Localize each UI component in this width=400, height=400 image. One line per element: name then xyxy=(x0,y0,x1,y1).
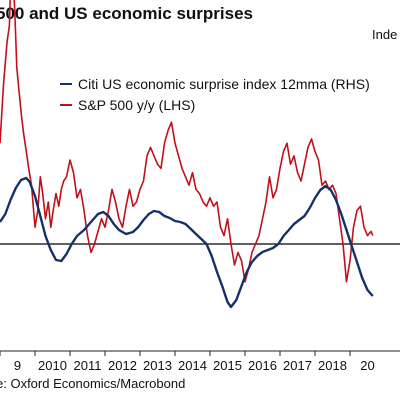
x-axis-ticks: 9 2010 2011 2012 2013 2014 2015 2016 2017 2018 20 xyxy=(0,351,375,373)
legend-item-citi: Citi US economic surprise index 12mma (R… xyxy=(60,73,370,94)
x-tick-label: 2014 xyxy=(178,358,207,373)
legend-label-sp500: S&P 500 y/y (LHS) xyxy=(78,96,196,113)
legend-swatch-citi xyxy=(60,82,72,85)
chart-title: 500 and US economic surprises xyxy=(0,4,253,23)
legend-label-citi: Citi US economic surprise index 12mma (R… xyxy=(78,75,370,92)
x-tick-label: 2012 xyxy=(108,358,137,373)
x-tick-label: 2018 xyxy=(318,358,347,373)
x-tick-label: 2010 xyxy=(38,358,67,373)
x-tick-label: 2015 xyxy=(213,358,242,373)
legend-swatch-sp500 xyxy=(60,103,72,106)
plot-frame xyxy=(0,243,400,352)
right-axis-unit-label: Inde xyxy=(372,27,398,42)
x-tick-label: 9 xyxy=(14,358,21,373)
series-line-sp500-yoy xyxy=(0,0,374,283)
x-tick-label: 20 xyxy=(360,358,374,373)
legend-item-sp500: S&P 500 y/y (LHS) xyxy=(60,94,370,115)
series-layer xyxy=(0,0,374,309)
x-tick-label: 2011 xyxy=(74,358,102,373)
x-tick-label: 2013 xyxy=(143,358,172,373)
series-line-citi-surprise xyxy=(0,176,374,309)
x-tick-label: 2016 xyxy=(248,358,277,373)
legend: Citi US economic surprise index 12mma (R… xyxy=(60,73,370,115)
source-note: e: Oxford Economics/Macrobond xyxy=(0,376,186,391)
x-tick-label: 2017 xyxy=(283,358,312,373)
